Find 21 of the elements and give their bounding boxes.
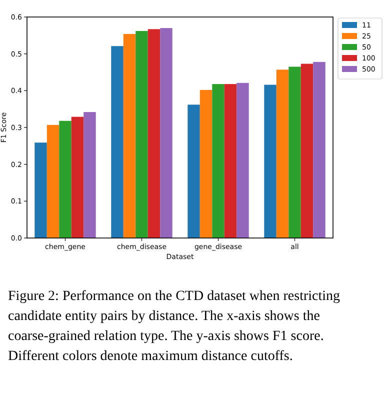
bar: [276, 70, 289, 238]
bar: [46, 124, 60, 238]
bar: [136, 30, 148, 238]
bar: [59, 120, 72, 238]
bar: [313, 62, 326, 238]
bar: [148, 29, 160, 238]
bar: [111, 46, 124, 238]
bar: [200, 90, 212, 238]
bar: [236, 82, 249, 238]
bar: [264, 84, 276, 238]
bar: [300, 64, 314, 238]
bar: [288, 66, 301, 238]
bar: [123, 34, 136, 238]
bar: [71, 116, 84, 238]
bar: [34, 142, 47, 238]
bar: [188, 104, 200, 238]
bar: [212, 84, 224, 238]
bar: [224, 84, 237, 238]
caption: Figure 2: Performance on the CTD dataset when restricting candidate entity pairs by distance. The x-axis shows the coarse-grained relation type. The y-axis shows F1 score. Different colors denote maximum distance cutoffs.: [8, 289, 340, 364]
bar: [84, 112, 96, 238]
bar: [160, 28, 172, 238]
